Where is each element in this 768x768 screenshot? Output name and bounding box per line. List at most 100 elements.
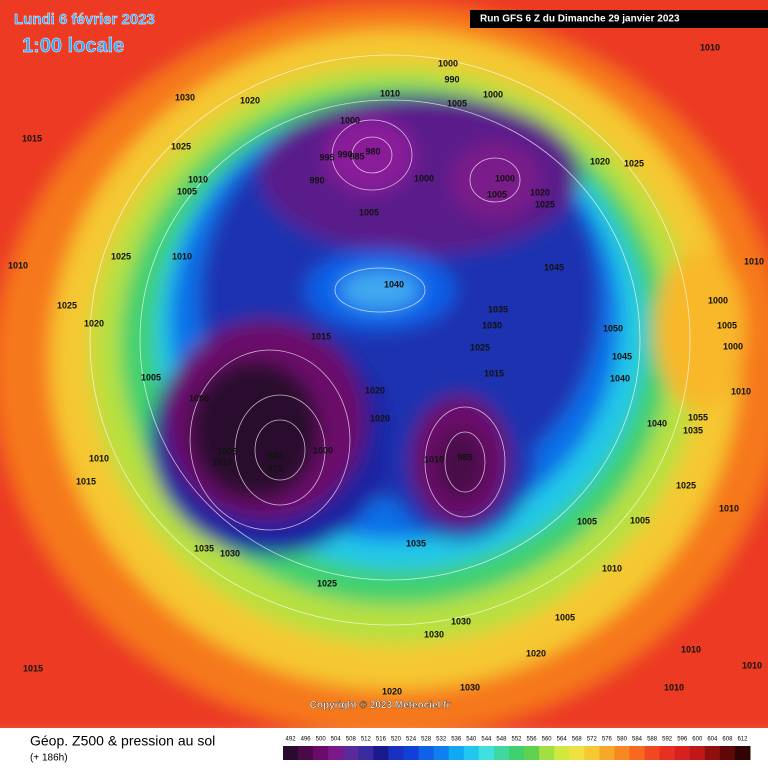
isobar-label: 980 bbox=[365, 146, 380, 156]
legend-tick: 512 bbox=[361, 737, 372, 743]
isobars bbox=[89, 54, 691, 626]
run-info: Run GFS 6 Z du Dimanche 29 janvier 2023 bbox=[480, 14, 680, 25]
isobar-label: 1015 bbox=[76, 476, 96, 486]
isobar-label: 1000 bbox=[483, 89, 503, 99]
isobar-label: 1010 bbox=[731, 386, 751, 396]
run-box bbox=[470, 10, 768, 28]
isobar-label: 1010 bbox=[700, 42, 720, 52]
isobar-label: 1035 bbox=[406, 538, 426, 548]
isobar-label: 1055 bbox=[688, 412, 708, 422]
legend-swatch bbox=[719, 746, 736, 760]
legend-swatch bbox=[569, 746, 585, 760]
isobar-label: 1005 bbox=[717, 320, 737, 330]
legend-tick: 548 bbox=[496, 737, 507, 743]
isobar-label: 1020 bbox=[382, 686, 402, 696]
isobar-label: 990 bbox=[444, 74, 459, 84]
legend-swatch bbox=[644, 746, 661, 760]
legend-tick: 524 bbox=[406, 737, 417, 743]
legend-tick: 520 bbox=[391, 737, 402, 743]
isobar-label: 1035 bbox=[194, 543, 214, 553]
isobar-label: 1020 bbox=[370, 413, 390, 423]
isobar-label: 1000 bbox=[495, 173, 515, 183]
isobar-label: 1010 bbox=[744, 256, 764, 266]
isobar-label: 1010 bbox=[172, 251, 192, 261]
isobar-label: 1035 bbox=[488, 304, 508, 314]
isobar-label: 1000 bbox=[414, 173, 434, 183]
isobar-label: 1000 bbox=[723, 341, 743, 351]
legend-swatch bbox=[373, 746, 389, 760]
isobar-label: 1020 bbox=[526, 648, 546, 658]
legend-swatch bbox=[298, 746, 314, 760]
isobar-label: 1010 bbox=[188, 174, 208, 184]
legend-swatch bbox=[674, 746, 691, 760]
legend-swatch bbox=[478, 746, 495, 760]
legend-swatch bbox=[418, 746, 435, 760]
isobar-label: 1035 bbox=[683, 425, 703, 435]
isobar-label: 1025 bbox=[535, 199, 555, 209]
legend-swatch bbox=[689, 746, 706, 760]
isobar-label: 1010 bbox=[212, 457, 232, 467]
isobar-label: 995 bbox=[319, 152, 334, 162]
isobar-label: 1010 bbox=[380, 88, 400, 98]
isobar-label: 1005 bbox=[577, 516, 597, 526]
legend-swatch bbox=[614, 746, 630, 760]
legend-tick: 612 bbox=[737, 737, 748, 743]
footer-title: Géop. Z500 & pression au sol bbox=[30, 733, 215, 749]
isobar-label: 1025 bbox=[111, 251, 131, 261]
legend-tick: 552 bbox=[511, 737, 522, 743]
legend-tick: 576 bbox=[602, 737, 613, 743]
legend-swatch bbox=[283, 746, 299, 760]
isobar-label: 1030 bbox=[424, 629, 444, 639]
isobar-label: 990 bbox=[309, 175, 324, 185]
legend-tick: 572 bbox=[587, 737, 598, 743]
legend-swatch bbox=[463, 746, 480, 760]
legend-swatch bbox=[343, 746, 359, 760]
legend-tick: 588 bbox=[647, 737, 658, 743]
isobar-label: 1005 bbox=[630, 515, 650, 525]
legend-tick: 580 bbox=[617, 737, 628, 743]
isobar-label: 1040 bbox=[647, 418, 667, 428]
legend-swatch bbox=[629, 746, 646, 760]
isobar-label: 1015 bbox=[484, 368, 504, 378]
legend-tick: 528 bbox=[421, 737, 432, 743]
isobar-label: 1030 bbox=[451, 616, 471, 626]
legend-tick: 532 bbox=[436, 737, 447, 743]
isobar-label: 1005 bbox=[487, 189, 507, 199]
legend-tick: 560 bbox=[542, 737, 553, 743]
legend-swatch bbox=[539, 746, 555, 760]
legend-tick: 564 bbox=[557, 737, 568, 743]
isobar-label: 1000 bbox=[708, 295, 728, 305]
legend-swatch bbox=[433, 746, 450, 760]
legend-tick: 568 bbox=[572, 737, 583, 743]
isobar-label: 1010 bbox=[424, 454, 444, 464]
isobar-label: 1005 bbox=[359, 207, 379, 217]
isobar-label: 1025 bbox=[624, 158, 644, 168]
isobar-label: 1005 bbox=[141, 372, 161, 382]
legend-swatch bbox=[388, 746, 405, 760]
isobar-label: 1030 bbox=[460, 682, 480, 692]
legend-tick: 508 bbox=[346, 737, 357, 743]
legend-tick: 604 bbox=[707, 737, 718, 743]
legend-tick: 608 bbox=[722, 737, 733, 743]
legend-tick: 556 bbox=[527, 737, 538, 743]
isobar-label: 1010 bbox=[664, 682, 684, 692]
isobar-label: 1025 bbox=[171, 141, 191, 151]
legend-tick: 504 bbox=[331, 737, 342, 743]
isobar-label: 985 bbox=[349, 151, 364, 161]
isobar-label: 990 bbox=[337, 149, 352, 159]
copyright: Copyright © 2023 Meteociel.fr bbox=[310, 700, 451, 711]
legend-tick: 600 bbox=[692, 737, 703, 743]
legend-tick: 516 bbox=[376, 737, 387, 743]
isobar-label: 1025 bbox=[676, 480, 696, 490]
isobar-label: 1050 bbox=[603, 323, 623, 333]
isobar-label: 1030 bbox=[175, 92, 195, 102]
legend-swatch bbox=[358, 746, 374, 760]
legend-swatch bbox=[403, 746, 420, 760]
legend-tick: 496 bbox=[301, 737, 312, 743]
isobar-label: 980 bbox=[267, 450, 282, 460]
isobar-label: 1020 bbox=[84, 318, 104, 328]
legend-swatch bbox=[448, 746, 465, 760]
time: 1:00 locale bbox=[22, 35, 124, 57]
isobar-label: 1030 bbox=[220, 548, 240, 558]
